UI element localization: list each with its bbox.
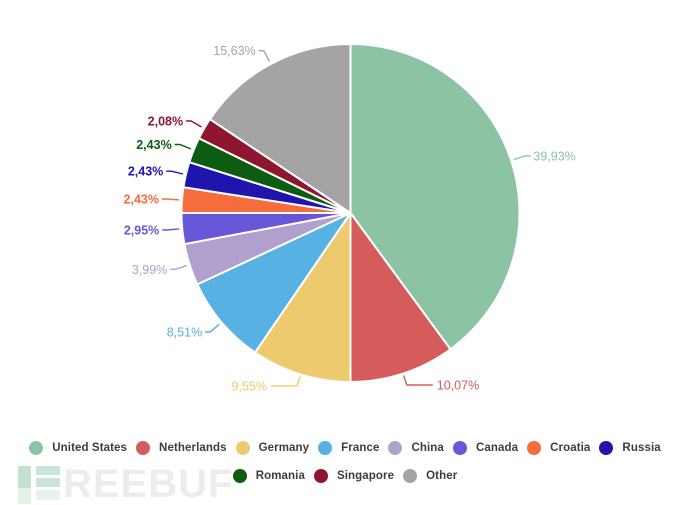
legend-label-other: Other [426,470,458,482]
watermark-text: REEBUF [63,462,234,505]
legend-item-singapore: Singapore [313,469,395,483]
legend-swatch-germany [235,441,250,455]
legend-swatch-france [318,441,333,455]
legend-swatch-other [403,469,418,483]
legend-swatch-canada [452,441,467,455]
slice-label-russia: 2,43% [128,165,163,179]
legend-swatch-united-states [29,441,44,455]
legend-label-romania: Romania [255,470,305,482]
pie-chart: 39,93% 10,07% 9,55% 8,51% 3,99% 2,95% 2,43% 2,4… [124,43,576,393]
legend-label-russia: Russia [622,442,661,454]
slice-label-other: 15,63% [213,44,255,58]
legend-item-netherlands: Netherlands [136,441,227,455]
slice-label-singapore: 2,08% [148,115,183,129]
slice-leader-croatia [162,198,180,201]
chart-legend: United States Netherlands Germany France Chi… [0,441,690,483]
slice-leader-canada [162,228,180,231]
pie-slice-netherlands[interactable] [349,212,452,383]
slice-label-netherlands: 10,07% [437,379,479,393]
legend-label-netherlands: Netherlands [159,442,227,454]
slice-label-france: 8,51% [167,326,202,340]
slice-leader-russia [166,170,184,175]
slice-label-croatia: 2,43% [124,193,159,207]
legend-label-united-states: United States [52,442,128,454]
slice-leader-united-states [513,155,531,161]
freebuf-logo-arms [36,466,60,504]
legend-item-france: France [318,441,379,455]
legend-swatch-china [388,441,403,455]
legend-item-germany: Germany [235,441,310,455]
slice-leader-netherlands [403,375,433,386]
legend-item-canada: Canada [452,441,519,455]
pie-slice-other[interactable] [208,43,352,214]
slice-label-romania: 2,43% [136,138,171,152]
slice-leader-china [170,264,187,270]
slice-label-china: 3,99% [132,263,167,277]
freebuf-logo-icon [18,466,60,504]
legend-swatch-netherlands [136,441,151,455]
legend-label-canada: Canada [475,442,519,454]
legend-swatch-romania [232,469,247,483]
slice-leader-germany [271,376,301,387]
legend-label-germany: Germany [258,442,310,454]
legend-swatch-singapore [313,469,328,483]
legend-item-croatia: Croatia [527,441,590,455]
slice-label-canada: 2,95% [124,224,159,238]
slice-label-united-states: 39,93% [533,149,575,163]
legend-label-china: China [411,442,444,454]
slice-leader-singapore [186,120,202,128]
pie-slice-france[interactable] [196,212,352,354]
legend-label-france: France [341,442,380,454]
legend-item-united-states: United States [29,441,127,455]
freebuf-watermark: REEBUF [18,462,234,505]
slice-leader-other [258,50,271,62]
legend-item-russia: Russia [599,441,661,455]
legend-swatch-croatia [527,441,542,455]
legend-item-other: Other [403,469,457,483]
pie-slice-united-states[interactable] [349,43,521,351]
slice-leader-romania [174,143,192,150]
legend-swatch-russia [599,441,614,455]
legend-item-china: China [388,441,444,455]
slice-leader-france [205,323,220,333]
legend-label-singapore: Singapore [336,470,395,482]
freebuf-logo-bar [18,466,31,504]
legend-item-romania: Romania [232,469,305,483]
legend-label-croatia: Croatia [550,442,591,454]
pie-slice-germany[interactable] [254,212,352,383]
slice-label-germany: 9,55% [232,379,267,393]
